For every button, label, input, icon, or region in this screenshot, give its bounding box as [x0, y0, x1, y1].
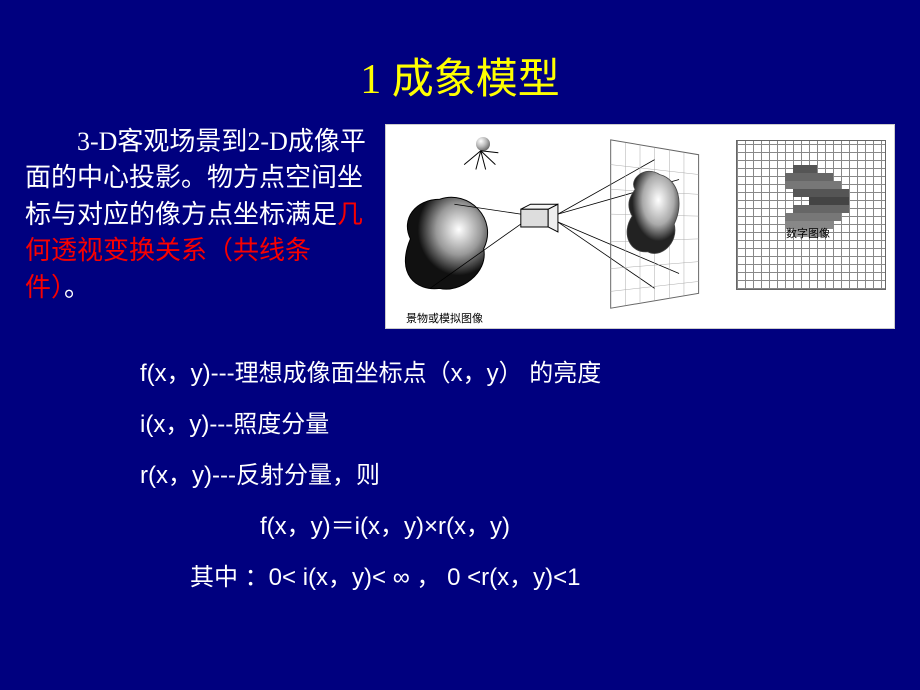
- pixel: [793, 205, 849, 213]
- formula-line-3: r(x，y)---反射分量，则: [140, 455, 820, 490]
- paragraph-tail: 。: [64, 273, 90, 302]
- projected-blob: [627, 171, 679, 253]
- pixel: [785, 173, 833, 181]
- pixel: [785, 213, 841, 221]
- diagram-caption-left: 景物或模拟图像: [406, 310, 483, 326]
- formula-section: f(x，y)---理想成像面坐标点（x，y） 的亮度 i(x，y)---照度分量…: [0, 329, 920, 592]
- formula-line-4: f(x，y)＝i(x，y)×r(x，y): [140, 506, 820, 541]
- upper-section: 3-D客观场景到2-D成像平面的中心投影。物方点空间坐标与对应的像方点坐标满足几…: [0, 106, 920, 329]
- camera-icon: [521, 204, 558, 232]
- formula-line-1: f(x，y)---理想成像面坐标点（x，y） 的亮度: [140, 353, 820, 388]
- scene-blob: [405, 197, 487, 289]
- pixel: [793, 165, 817, 173]
- slide-title: 1 成象模型: [0, 0, 920, 106]
- pixel: [785, 181, 841, 189]
- pixel: [793, 189, 849, 197]
- paragraph-lead: 3-D客观场景到2-D成像平面的中心投影。物方点空间坐标与对应的像方点坐标满足: [25, 127, 366, 229]
- pixel: [809, 197, 849, 205]
- digital-image-grid: [736, 140, 886, 290]
- formula-line-2: i(x，y)---照度分量: [140, 404, 820, 439]
- diagram-caption-right: 数字图像: [786, 225, 830, 241]
- description-paragraph: 3-D客观场景到2-D成像平面的中心投影。物方点空间坐标与对应的像方点坐标满足几…: [25, 124, 375, 329]
- formula-line-5: 其中 ：0< i(x，y)< ∞ ， 0 <r(x，y)<1: [140, 557, 820, 592]
- imaging-diagram: 景物或模拟图像 数字图像: [385, 124, 895, 329]
